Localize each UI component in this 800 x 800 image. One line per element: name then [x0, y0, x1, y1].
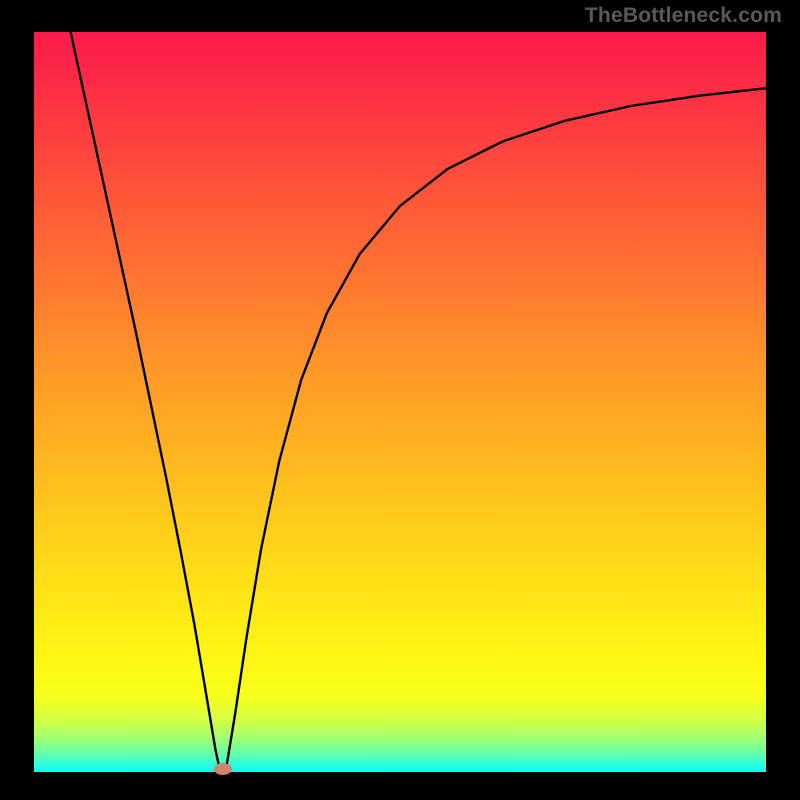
attribution-text: TheBottleneck.com	[585, 4, 782, 28]
gradient-background	[34, 32, 766, 772]
chart-stage: TheBottleneck.com	[0, 0, 800, 800]
minimum-marker	[214, 763, 232, 775]
bottleneck-chart	[0, 0, 800, 800]
